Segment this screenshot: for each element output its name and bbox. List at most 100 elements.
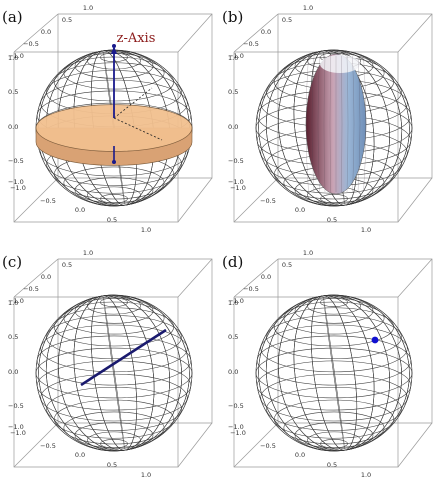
tick-label-bottom: 0.0 [295, 206, 305, 214]
latitude-line [100, 297, 128, 307]
longitude-line [258, 49, 410, 207]
tick-label-left: 0.5 [8, 333, 18, 341]
ellipsoid-mesh-line [311, 55, 315, 193]
panel-label: (a) [2, 8, 23, 26]
tick-label-top: −1.0 [228, 297, 244, 305]
box-edge [13, 258, 59, 298]
x-axis-dashed [113, 87, 153, 119]
latitude-line [40, 324, 188, 373]
tick-label-left: 0.5 [228, 333, 238, 341]
ellipsoid-mesh-line [363, 55, 367, 193]
box-edge [177, 177, 213, 223]
ellipsoid-mesh-line [329, 55, 331, 193]
tick-label-top: 0.5 [282, 261, 292, 269]
box-edge [233, 258, 279, 298]
sphere-wireframe [35, 294, 193, 452]
ellipsoid-mesh-line [323, 55, 326, 193]
longitude-line [255, 294, 413, 452]
latitude-line [40, 373, 188, 422]
sphere-wireframe [255, 294, 413, 452]
ellipsoid-mesh-line [341, 55, 343, 193]
latitude-line [273, 307, 395, 347]
state-point [371, 336, 379, 344]
ellipsoid-mesh-line [305, 55, 309, 193]
z-axis-arrowhead [111, 46, 117, 54]
latitude-line [46, 315, 182, 360]
tick-label-top: −0.5 [243, 285, 259, 293]
tick-label-bottom: 0.0 [295, 451, 305, 459]
box-edge [397, 13, 433, 53]
tick-label-bottom: −0.5 [260, 197, 276, 205]
z-axis-top-point [112, 44, 116, 48]
z-axis-bottom-point [112, 160, 116, 164]
tick-label-bottom: −1.0 [230, 184, 246, 192]
bounding-box [13, 258, 213, 468]
tick-label-top: 1.0 [83, 4, 93, 12]
tick-label-left: −0.5 [228, 402, 244, 410]
longitude-line [73, 295, 155, 451]
state-line-segment [80, 328, 167, 387]
longitude-line [90, 295, 138, 451]
latitude-line [266, 315, 402, 360]
longitude-line [35, 294, 193, 452]
latitude-line [53, 307, 175, 347]
longitude-line [258, 294, 410, 452]
latitude-line [255, 347, 413, 399]
tick-label-bottom: 1.0 [141, 226, 151, 234]
tick-label-left: 0.5 [8, 88, 18, 96]
tick-label-top: 0.0 [261, 28, 271, 36]
tick-label-left: −0.5 [8, 157, 24, 165]
box-edge [13, 422, 59, 468]
latitude-line [320, 297, 348, 307]
tick-label-bottom: 0.0 [75, 206, 85, 214]
box-edge [177, 422, 213, 468]
tick-label-top: 1.0 [303, 249, 313, 257]
longitude-line [258, 294, 410, 452]
ellipsoid-mesh-line [357, 55, 361, 193]
panel-line: 1.00.50.0−0.5−1.01.00.50.0−0.5−1.0−1.0−0… [2, 249, 213, 479]
ellipsoid-mesh-line [317, 55, 320, 193]
tick-label-left: 1.0 [8, 299, 18, 307]
longitude-line [265, 294, 403, 452]
tick-label-bottom: −1.0 [10, 429, 26, 437]
panel-label: (c) [2, 253, 22, 271]
longitude-line [265, 294, 403, 452]
box-edge [177, 13, 213, 53]
tick-label-top: 0.0 [261, 273, 271, 281]
box-edge [397, 422, 433, 468]
box-edge [397, 177, 433, 223]
box-edge [233, 177, 279, 223]
panel-disk: 1.00.50.0−0.5−1.01.00.50.0−0.5−1.0−1.0−0… [2, 4, 213, 234]
z-axis-label: z-Axis [117, 31, 156, 46]
tick-label-top: −1.0 [8, 297, 24, 305]
latitude-line [46, 386, 182, 431]
box-back [57, 258, 213, 424]
tick-label-bottom: −0.5 [260, 442, 276, 450]
tick-label-top: 1.0 [83, 249, 93, 257]
longitude-line [322, 295, 346, 451]
tick-label-left: 1.0 [228, 54, 238, 62]
tick-label-left: 0.0 [228, 123, 238, 131]
longitude-line [293, 295, 375, 451]
longitude-line [38, 294, 190, 452]
tick-label-left: 1.0 [8, 54, 18, 62]
panel-label: (d) [222, 253, 243, 271]
ellipsoid-mesh-line [346, 55, 349, 193]
bounding-box [233, 13, 433, 223]
box-edge [233, 13, 279, 53]
tick-label-left: −0.5 [8, 402, 24, 410]
latitude-line [260, 373, 408, 422]
latitude-line [260, 324, 408, 373]
tick-label-left: −1.0 [8, 178, 24, 186]
tick-label-top: −0.5 [23, 285, 39, 293]
longitude-line [310, 295, 358, 451]
tick-label-bottom: −1.0 [10, 184, 26, 192]
tick-label-bottom: 0.5 [107, 216, 117, 224]
box-edge [177, 258, 213, 298]
ellipsoid-mesh-line [352, 55, 355, 193]
tick-label-left: −1.0 [228, 423, 244, 431]
latitude-line [35, 347, 193, 399]
tick-label-left: 1.0 [228, 299, 238, 307]
longitude-line [102, 295, 126, 451]
